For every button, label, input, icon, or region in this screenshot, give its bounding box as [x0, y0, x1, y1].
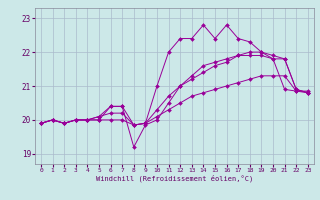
- X-axis label: Windchill (Refroidissement éolien,°C): Windchill (Refroidissement éolien,°C): [96, 175, 253, 182]
